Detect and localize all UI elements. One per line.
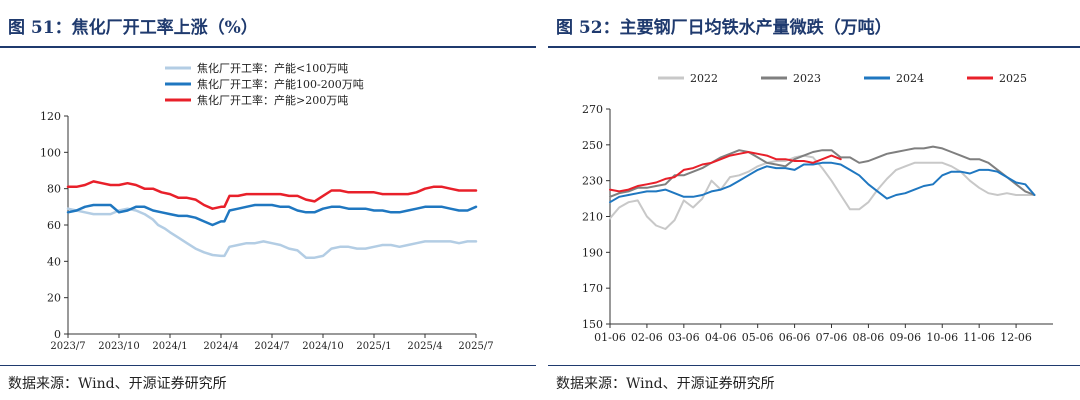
x-tick-label: 04-06 bbox=[705, 331, 737, 344]
x-tick-label: 10-06 bbox=[926, 331, 958, 344]
y-tick-label: 150 bbox=[582, 318, 603, 331]
chart-legend: 焦化厂开工率：产能<100万吨焦化厂开工率：产能100-200万吨焦化厂开工率：… bbox=[165, 61, 364, 107]
left-chart-frame: 0 20 40 60 80 100 120 2023/7 2023/10 2024/1 2024/4… bbox=[0, 48, 536, 364]
legend-label-3: 焦化厂开工率：产能>200万吨 bbox=[197, 93, 348, 107]
y-tick-label: 170 bbox=[582, 282, 603, 295]
series-line-3 bbox=[66, 180, 478, 210]
x-tick-label: 2024/4 bbox=[203, 341, 238, 352]
right-figure-title: 图 52：主要钢厂日均铁水产量微跌（万吨） bbox=[556, 18, 892, 38]
series-line-3 bbox=[609, 161, 1036, 204]
coking-utilization-chart: 0 20 40 60 80 100 120 2023/7 2023/10 2024/1 2024/4… bbox=[40, 61, 494, 352]
y-tick-label: 270 bbox=[582, 103, 603, 116]
x-tick-label: 2023/7 bbox=[50, 341, 85, 352]
x-tick-label: 2024/1 bbox=[152, 341, 187, 352]
y-tick-label: 80 bbox=[47, 183, 61, 196]
x-tick-label: 01-06 bbox=[594, 331, 626, 344]
right-source-rule bbox=[548, 365, 1080, 366]
x-tick-label: 2025/4 bbox=[407, 341, 442, 352]
x-tick-label: 12-06 bbox=[1000, 331, 1032, 344]
x-tick-label: 11-06 bbox=[963, 331, 995, 344]
y-tick-label: 20 bbox=[47, 292, 61, 305]
y-tick-label: 210 bbox=[582, 211, 603, 224]
x-tick-label: 2023/10 bbox=[98, 341, 140, 352]
x-tick-label: 2024/7 bbox=[254, 341, 289, 352]
chart-legend: 2022 2023 2024 2025 bbox=[658, 72, 1027, 85]
x-tick-label: 2024/10 bbox=[302, 341, 344, 352]
x-tick-label: 05-06 bbox=[742, 331, 774, 344]
left-figure-title: 图 51：焦化厂开工率上涨（%） bbox=[8, 18, 258, 38]
x-tick-label: 2025/1 bbox=[356, 341, 391, 352]
y-tick-label: 120 bbox=[40, 110, 61, 123]
legend-label-1: 焦化厂开工率：产能<100万吨 bbox=[197, 61, 348, 75]
x-tick-label: 02-06 bbox=[631, 331, 663, 344]
legend-label-2: 焦化厂开工率：产能100-200万吨 bbox=[197, 77, 364, 91]
series-line-1 bbox=[66, 207, 478, 259]
series-line-4 bbox=[609, 151, 842, 193]
right-source-note: 数据来源：Wind、开源证券研究所 bbox=[556, 376, 775, 392]
legend-label-1: 2022 bbox=[690, 72, 718, 85]
y-tick-label: 230 bbox=[582, 175, 603, 188]
x-tick-label: 07-06 bbox=[816, 331, 848, 344]
legend-label-4: 2025 bbox=[999, 72, 1027, 85]
hot-metal-output-chart: 150 170 190 210 230 250 270 01-06 02-06 03-06 04-0… bbox=[582, 72, 1053, 344]
right-chart-frame: 150 170 190 210 230 250 270 01-06 02-06 03-06 04-0… bbox=[548, 48, 1080, 364]
series-line-1 bbox=[609, 154, 1036, 230]
legend-label-3: 2024 bbox=[896, 72, 924, 85]
x-tick-label: 2025/7 bbox=[458, 341, 493, 352]
x-tick-label: 06-06 bbox=[779, 331, 811, 344]
left-source-note: 数据来源：Wind、开源证券研究所 bbox=[8, 376, 227, 392]
left-source-rule bbox=[0, 365, 536, 366]
right-figure-panel: 图 52：主要钢厂日均铁水产量微跌（万吨） 150 170 190 210 230 250… bbox=[548, 0, 1080, 400]
y-tick-label: 250 bbox=[582, 139, 603, 152]
left-title-rule bbox=[0, 46, 536, 48]
y-tick-label: 0 bbox=[54, 328, 61, 341]
x-tick-label: 03-06 bbox=[668, 331, 700, 344]
y-tick-label: 40 bbox=[47, 255, 61, 268]
right-title-rule bbox=[548, 46, 1080, 48]
legend-label-2: 2023 bbox=[793, 72, 821, 85]
left-figure-panel: 图 51：焦化厂开工率上涨（%） 0 20 40 60 80 100 120 2023/7 20… bbox=[0, 0, 536, 400]
series-line-2 bbox=[609, 145, 1036, 198]
y-tick-label: 60 bbox=[47, 219, 61, 232]
y-tick-label: 190 bbox=[582, 246, 603, 259]
x-tick-label: 08-06 bbox=[853, 331, 885, 344]
y-tick-label: 100 bbox=[40, 146, 61, 159]
x-tick-label: 09-06 bbox=[889, 331, 921, 344]
series-line-2 bbox=[66, 203, 478, 227]
